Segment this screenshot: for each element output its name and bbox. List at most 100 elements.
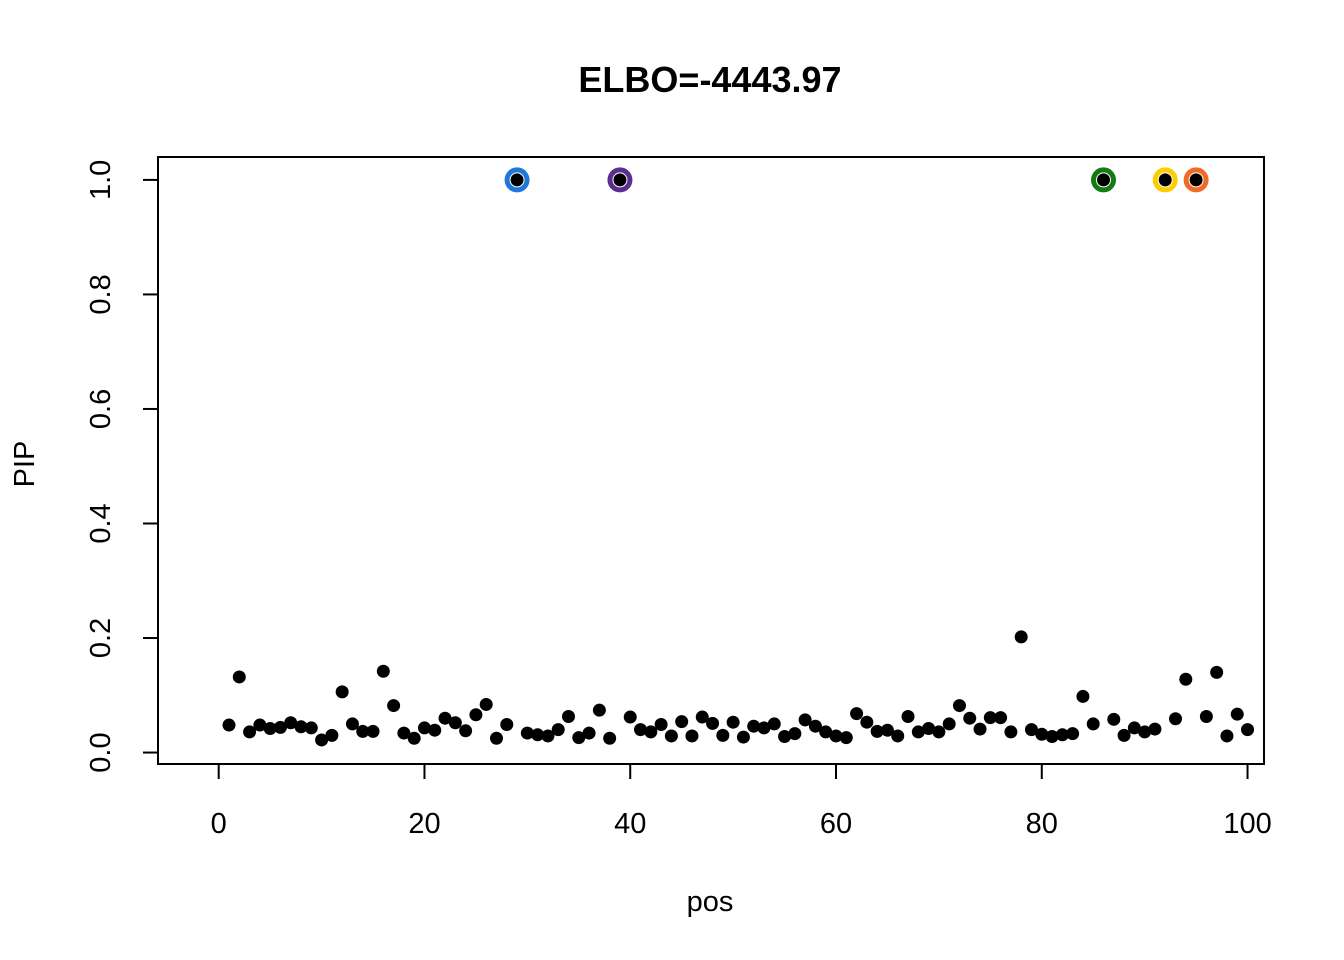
data-point: [407, 731, 421, 745]
data-point: [1199, 709, 1213, 723]
data-point: [1230, 707, 1244, 721]
data-point: [1127, 721, 1141, 735]
data-point: [819, 725, 833, 739]
data-point: [500, 717, 514, 731]
data-point: [489, 731, 503, 745]
highlight-ring: [1152, 167, 1178, 193]
data-point: [850, 707, 864, 721]
data-point: [315, 733, 329, 747]
highlight-ring: [504, 167, 530, 193]
data-point: [541, 729, 555, 743]
data-point: [366, 724, 380, 738]
data-point: [983, 711, 997, 725]
data-point: [839, 731, 853, 745]
highlight-ring: [1091, 167, 1117, 193]
data-point: [479, 697, 493, 711]
data-point: [335, 685, 349, 699]
data-point: [963, 711, 977, 725]
plot-area: [157, 156, 1265, 765]
data-point: [675, 715, 689, 729]
data-point: [1086, 717, 1100, 731]
data-point: [952, 699, 966, 713]
x-tick-label: 60: [820, 808, 852, 840]
data-point: [263, 721, 277, 735]
data-point: [1169, 712, 1183, 726]
data-point: [1055, 728, 1069, 742]
data-point: [603, 731, 617, 745]
data-point: [654, 717, 668, 731]
data-point: [726, 715, 740, 729]
data-point: [664, 729, 678, 743]
data-point: [685, 729, 699, 743]
data-point: [1107, 712, 1121, 726]
data-point: [572, 731, 586, 745]
data-point: [1138, 725, 1152, 739]
x-tick-label: 100: [1223, 808, 1271, 840]
y-tick-label: 0.2: [85, 618, 117, 658]
data-point: [345, 717, 359, 731]
data-point: [860, 715, 874, 729]
data-point: [582, 726, 596, 740]
x-tick-label: 0: [211, 808, 227, 840]
data-point: [1004, 725, 1018, 739]
data-point: [304, 721, 318, 735]
data-point: [459, 724, 473, 738]
data-point: [1024, 723, 1038, 737]
y-tick-label: 0.8: [85, 274, 117, 314]
data-point: [1179, 672, 1193, 686]
y-tick-label: 0.6: [85, 389, 117, 429]
data-point: [253, 718, 267, 732]
data-point: [531, 728, 545, 742]
highlight-ring: [1183, 167, 1209, 193]
data-point: [1045, 730, 1059, 744]
data-point: [1189, 173, 1203, 187]
data-point: [634, 723, 648, 737]
highlight-rings: [504, 167, 1209, 193]
data-point: [757, 721, 771, 735]
data-point: [1158, 173, 1172, 187]
data-point: [1220, 729, 1234, 743]
highlight-ring: [607, 167, 633, 193]
data-point: [243, 725, 257, 739]
data-point: [397, 726, 411, 740]
data-point: [695, 710, 709, 724]
data-point: [880, 723, 894, 737]
data-point: [778, 730, 792, 744]
data-point: [736, 730, 750, 744]
x-tick-label: 20: [408, 808, 440, 840]
data-point: [922, 721, 936, 735]
data-point: [1014, 630, 1028, 644]
data-point: [747, 719, 761, 733]
data-point: [387, 699, 401, 713]
data-point: [520, 726, 534, 740]
data-point: [1066, 727, 1080, 741]
data-point: [1210, 665, 1224, 679]
data-point: [448, 716, 462, 730]
y-axis-label: PIP: [9, 441, 41, 488]
data-point: [1035, 727, 1049, 741]
data-point: [562, 709, 576, 723]
data-point: [325, 728, 339, 742]
y-tick-label: 0.0: [85, 732, 117, 772]
data-point: [644, 725, 658, 739]
data-point: [716, 728, 730, 742]
data-point: [1148, 722, 1162, 736]
x-axis: 0 20 40 60 80 100: [211, 763, 1272, 840]
data-point: [376, 664, 390, 678]
data-point: [273, 720, 287, 734]
data-point: [592, 703, 606, 717]
data-point: [973, 722, 987, 736]
data-point: [932, 725, 946, 739]
data-point: [942, 717, 956, 731]
y-tick-label: 1.0: [85, 160, 117, 200]
data-point: [613, 173, 627, 187]
data-point: [294, 720, 308, 734]
x-tick-label: 40: [614, 808, 646, 840]
data-point: [222, 718, 236, 732]
data-point: [1097, 173, 1111, 187]
data-point: [428, 723, 442, 737]
data-point: [1117, 728, 1131, 742]
data-point: [798, 713, 812, 727]
data-point: [1241, 723, 1255, 737]
data-point: [808, 719, 822, 733]
